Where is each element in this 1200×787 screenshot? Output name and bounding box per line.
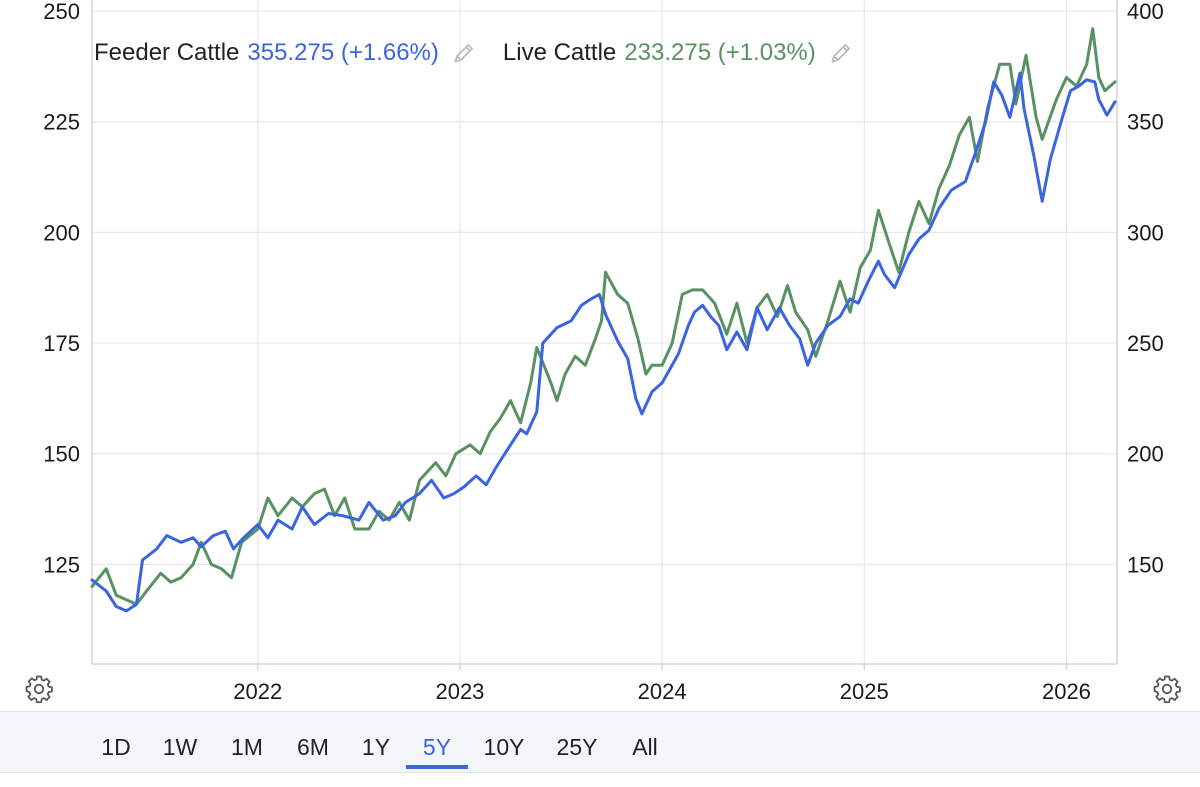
right-tick-label: 250 xyxy=(1127,331,1164,356)
live-cattle-line xyxy=(90,27,1117,606)
left-tick-label: 200 xyxy=(43,220,80,245)
left-tick-label: 175 xyxy=(43,331,80,356)
range-button-6m[interactable]: 6M xyxy=(297,734,329,760)
range-selector: 1D 1W 1M 6M 1Y 5Y 10Y 25Y All xyxy=(0,711,1200,773)
left-tick-label: 250 xyxy=(43,0,80,24)
legend-live-value: 233.275 (+1.03%) xyxy=(624,39,816,66)
range-button-1y[interactable]: 1Y xyxy=(361,734,391,760)
legend-feeder-name: Feeder Cattle xyxy=(94,39,240,66)
x-tick-label: 2023 xyxy=(435,679,484,704)
range-button-1d[interactable]: 1D xyxy=(101,734,131,760)
range-button-all[interactable]: All xyxy=(632,734,658,760)
chart-legend: Feeder Cattle 355.275 (+1.66%) Live Catt… xyxy=(94,36,880,70)
tick-labels: 125 150 175 200 225 250 150 200 250 300 350 400 2022… xyxy=(43,0,1163,704)
right-tick-label: 200 xyxy=(1127,442,1164,467)
chart-area[interactable]: 125 150 175 200 225 250 150 200 250 300 350 400 2022… xyxy=(0,0,1200,710)
pencil-icon[interactable] xyxy=(451,40,477,66)
gear-icon[interactable] xyxy=(24,674,54,704)
range-button-5y[interactable]: 5Y xyxy=(422,734,452,760)
x-tick-label: 2024 xyxy=(638,679,687,704)
right-tick-label: 400 xyxy=(1127,0,1164,24)
right-tick-label: 150 xyxy=(1127,552,1164,577)
range-button-1w[interactable]: 1W xyxy=(162,734,198,760)
left-tick-label: 225 xyxy=(43,110,80,135)
x-tick-label: 2025 xyxy=(840,679,889,704)
feeder-cattle-line xyxy=(90,71,1117,613)
range-button-25y[interactable]: 25Y xyxy=(556,734,598,760)
series-lines xyxy=(90,27,1117,613)
pencil-icon[interactable] xyxy=(828,40,854,66)
left-tick-label: 125 xyxy=(43,552,80,577)
legend-feeder-value: 355.275 (+1.66%) xyxy=(247,39,439,66)
right-tick-label: 300 xyxy=(1127,220,1164,245)
left-tick-label: 150 xyxy=(43,442,80,467)
x-tick-label: 2026 xyxy=(1042,679,1091,704)
x-tick-label: 2022 xyxy=(233,679,282,704)
gear-icon[interactable] xyxy=(1152,674,1182,704)
range-button-1m[interactable]: 1M xyxy=(231,734,263,760)
active-range-indicator xyxy=(406,765,468,769)
range-button-10y[interactable]: 10Y xyxy=(483,734,525,760)
grid-lines xyxy=(92,0,1117,670)
right-tick-label: 350 xyxy=(1127,110,1164,135)
axes xyxy=(91,0,1118,665)
legend-live-name: Live Cattle xyxy=(502,39,617,66)
